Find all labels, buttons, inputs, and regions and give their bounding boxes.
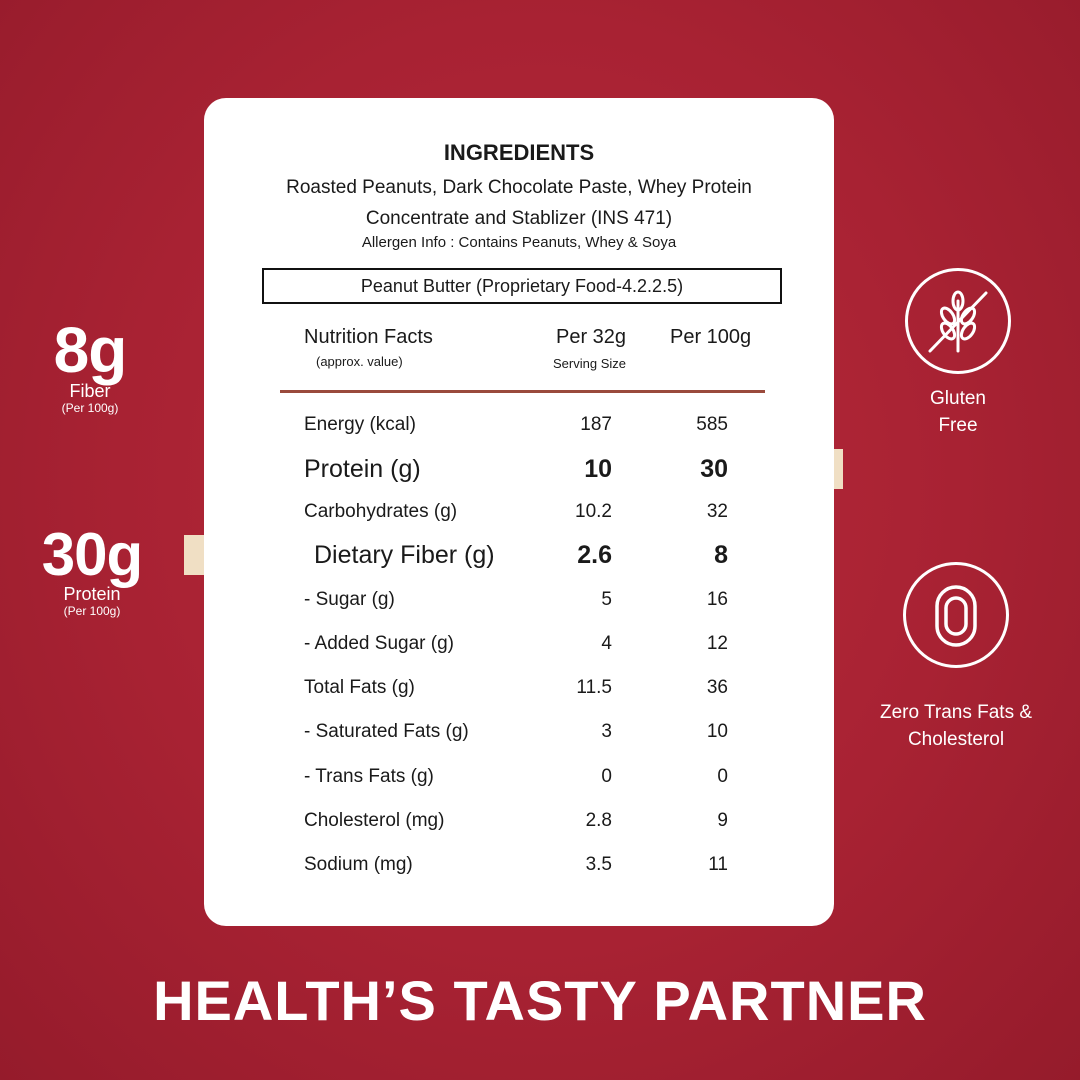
row-label: - Trans Fats (g) <box>304 766 434 787</box>
fiber-label: Fiber <box>69 381 111 401</box>
row-per32: 5 <box>601 589 612 610</box>
row-per100: 12 <box>706 633 728 654</box>
zero-trans-fats-badge: Zero Trans Fats & Cholesterol <box>858 562 1054 753</box>
zero-icon <box>903 562 1009 668</box>
nutrition-card: INGREDIENTS Roasted Peanuts, Dark Chocol… <box>204 98 834 926</box>
table-divider <box>280 390 765 393</box>
row-per100: 11 <box>708 854 728 875</box>
ingredients-text: Roasted Peanuts, Dark Chocolate Paste, W… <box>244 172 794 234</box>
row-per100: 8 <box>714 541 728 569</box>
row-label: Dietary Fiber (g) <box>314 541 495 569</box>
fiber-value: 8g <box>53 314 128 386</box>
wheat-crossed-icon <box>905 268 1011 374</box>
row-label: Protein (g) <box>304 455 421 483</box>
row-per32: 3 <box>601 721 612 742</box>
row-per32: 10 <box>584 455 612 483</box>
row-label: - Saturated Fats (g) <box>304 721 469 742</box>
row-label: - Sugar (g) <box>304 589 395 610</box>
row-per100: 0 <box>717 766 728 787</box>
row-per32: 2.6 <box>577 541 612 569</box>
table-row: Protein (g) 10 30 <box>204 451 834 487</box>
tagline: HEALTH’S TASTY PARTNER <box>153 969 927 1032</box>
table-row: Energy (kcal) 187 585 <box>204 407 834 443</box>
row-label: Energy (kcal) <box>304 414 416 435</box>
row-per100: 585 <box>696 414 728 435</box>
row-per100: 36 <box>706 677 728 698</box>
table-row: - Saturated Fats (g) 3 10 <box>204 714 834 750</box>
row-per32: 10.2 <box>575 501 612 522</box>
table-row: Total Fats (g) 11.5 36 <box>204 670 834 706</box>
row-per32: 3.5 <box>585 854 612 875</box>
gluten-free-badge: Gluten Free <box>888 268 1028 439</box>
row-label: Cholesterol (mg) <box>304 810 445 831</box>
row-per32: 4 <box>601 633 612 654</box>
table-row: Carbohydrates (g) 10.2 32 <box>204 494 834 530</box>
row-per100: 10 <box>706 721 728 742</box>
fiber-stat: 8g Fiber (Per 100g) <box>40 318 140 415</box>
per-100g-header: Per 100g <box>670 326 752 348</box>
serving-size-header: Serving Size <box>553 356 626 371</box>
row-per100: 32 <box>706 501 728 522</box>
protein-sub: (Per 100g) <box>63 603 121 618</box>
gluten-line1: Gluten <box>930 388 986 409</box>
table-row: Dietary Fiber (g) 2.6 8 <box>204 537 834 573</box>
protein-value: 30g <box>41 521 143 588</box>
approx-value-note: (approx. value) <box>316 354 403 369</box>
row-label: Sodium (mg) <box>304 854 413 875</box>
row-per32: 11.5 <box>576 677 612 698</box>
row-per100: 16 <box>706 589 728 610</box>
row-label: Total Fats (g) <box>304 677 415 698</box>
row-per32: 187 <box>580 414 612 435</box>
protein-stat: 30g Protein (Per 100g) <box>32 525 152 618</box>
row-label: - Added Sugar (g) <box>304 633 454 654</box>
gluten-line2: Free <box>938 414 978 436</box>
zero-line1: Zero Trans Fats & <box>879 702 1033 723</box>
product-name-box: Peanut Butter (Proprietary Food-4.2.2.5) <box>262 268 782 304</box>
row-per100: 30 <box>700 455 728 483</box>
row-per32: 2.8 <box>585 810 612 831</box>
nutrition-facts-header: Nutrition Facts <box>304 326 433 348</box>
row-per32: 0 <box>601 766 612 787</box>
fiber-sub: (Per 100g) <box>61 400 119 415</box>
table-row: - Added Sugar (g) 4 12 <box>204 626 834 662</box>
row-per100: 9 <box>717 810 728 831</box>
allergen-info: Allergen Info : Contains Peanuts, Whey &… <box>361 234 677 251</box>
protein-label: Protein <box>63 584 121 604</box>
zero-line2: Cholesterol <box>907 728 1005 750</box>
ingredients-line1: Roasted Peanuts, Dark Chocolate Paste, W… <box>286 177 752 198</box>
table-row: - Trans Fats (g) 0 0 <box>204 759 834 795</box>
ingredients-title: INGREDIENTS <box>443 140 595 165</box>
row-label: Carbohydrates (g) <box>304 501 458 522</box>
table-row: - Sugar (g) 5 16 <box>204 582 834 618</box>
table-row: Cholesterol (mg) 2.8 9 <box>204 803 834 839</box>
table-row: Sodium (mg) 3.5 11 <box>204 847 834 883</box>
ingredients-line2: Concentrate and Stablizer (INS 471) <box>365 208 673 229</box>
per-32g-header: Per 32g <box>556 326 627 348</box>
